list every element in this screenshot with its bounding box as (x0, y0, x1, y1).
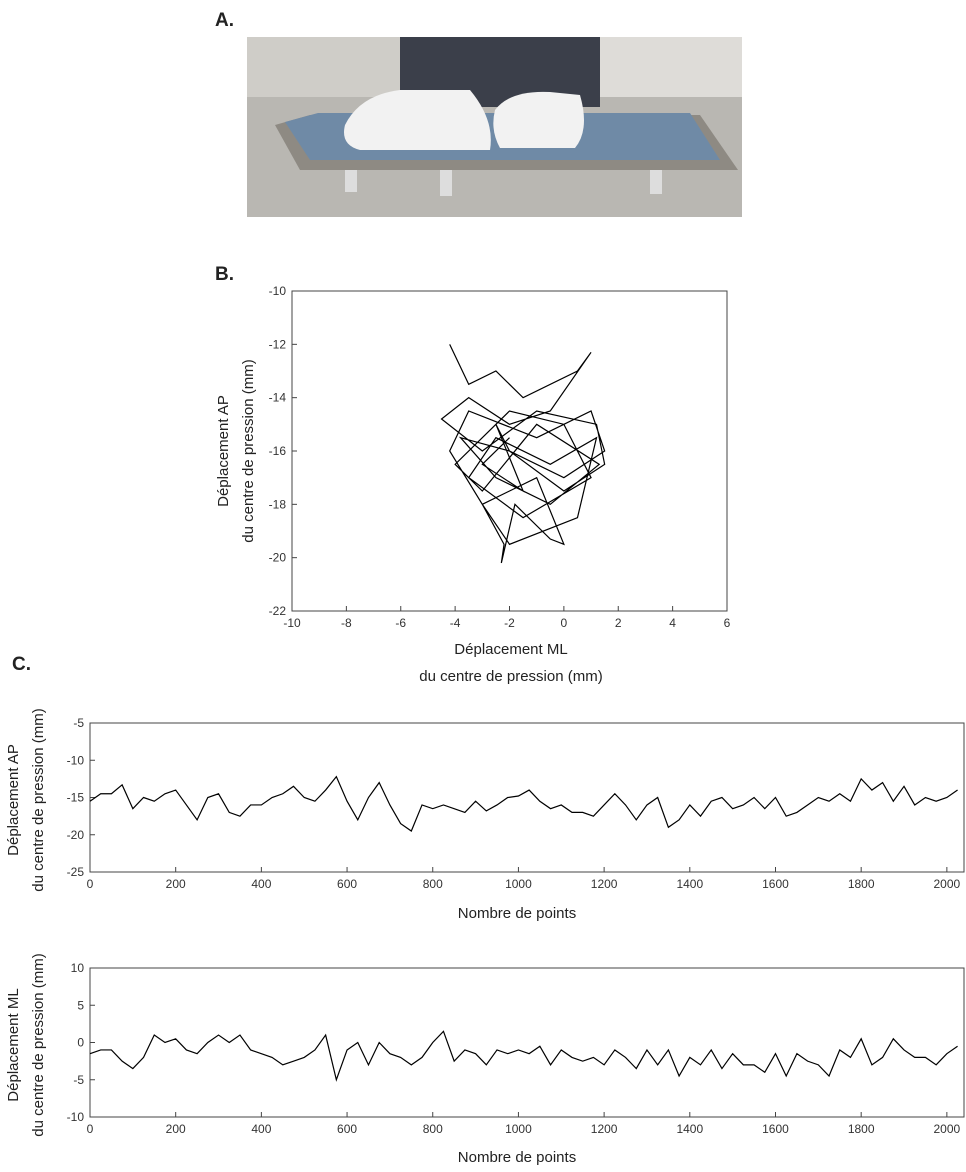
y-axis-label: du centre de pression (mm) (240, 359, 257, 542)
y-axis-label: Déplacement ML (5, 988, 22, 1101)
x-tick-label: -6 (395, 616, 406, 630)
x-axis-label: Nombre de points (458, 1149, 576, 1166)
x-tick-label: 2000 (934, 1122, 961, 1136)
x-tick-label: 1400 (676, 1122, 703, 1136)
y-tick-label: -10 (67, 753, 85, 767)
y-tick-label: 5 (77, 998, 84, 1012)
plot-frame (89, 967, 965, 1118)
x-tick-label: 1400 (676, 877, 703, 891)
y-axis-label: du centre de pression (mm) (30, 708, 47, 891)
x-tick-label: -8 (341, 616, 352, 630)
x-tick-label: 1800 (848, 1122, 875, 1136)
y-tick-label: -10 (67, 1110, 85, 1124)
data-line (89, 1030, 958, 1082)
x-tick-label: 400 (251, 1122, 271, 1136)
x-tick-label: -10 (283, 616, 301, 630)
data-line (440, 344, 606, 564)
x-tick-label: 400 (251, 877, 271, 891)
y-tick-label: -20 (67, 828, 85, 842)
x-tick-label: 0 (87, 1122, 94, 1136)
x-tick-label: 800 (423, 1122, 443, 1136)
y-axis-label: Déplacement AP (215, 395, 232, 507)
x-tick-label: 2000 (934, 877, 961, 891)
x-tick-label: 1000 (505, 1122, 532, 1136)
x-tick-label: 600 (337, 877, 357, 891)
x-tick-label: 1200 (591, 1122, 618, 1136)
y-tick-label: 0 (77, 1036, 84, 1050)
y-tick-label: 10 (71, 961, 85, 975)
plot-frame (291, 290, 728, 612)
y-tick-label: -22 (269, 604, 287, 618)
y-tick-label: -5 (73, 716, 84, 730)
y-axis-label: Déplacement AP (5, 744, 22, 856)
x-tick-label: 1600 (762, 877, 789, 891)
y-tick-label: -18 (269, 497, 287, 511)
x-axis-label: du centre de pression (mm) (419, 668, 602, 685)
x-tick-label: 200 (166, 877, 186, 891)
y-tick-label: -20 (269, 551, 287, 565)
x-tick-label: 1200 (591, 877, 618, 891)
x-tick-label: 4 (669, 616, 676, 630)
x-axis-label: Nombre de points (458, 905, 576, 922)
panel-label: A. (215, 10, 234, 31)
panel-label: C. (12, 654, 31, 675)
x-tick-label: 1800 (848, 877, 875, 891)
x-tick-label: 0 (87, 877, 94, 891)
y-tick-label: -10 (269, 284, 287, 298)
data-line (89, 775, 958, 832)
x-tick-label: -4 (450, 616, 461, 630)
y-tick-label: -5 (73, 1073, 84, 1087)
y-tick-label: -15 (67, 791, 85, 805)
x-tick-label: 600 (337, 1122, 357, 1136)
panel-label: B. (215, 264, 234, 285)
y-tick-label: -14 (269, 391, 287, 405)
photo (247, 37, 742, 217)
y-tick-label: -16 (269, 444, 287, 458)
x-tick-label: 1000 (505, 877, 532, 891)
x-tick-label: 6 (724, 616, 731, 630)
x-tick-label: 800 (423, 877, 443, 891)
y-axis-label: du centre de pression (mm) (30, 953, 47, 1136)
x-tick-label: 1600 (762, 1122, 789, 1136)
plot-frame (89, 722, 965, 873)
x-tick-label: 200 (166, 1122, 186, 1136)
x-axis-label: Déplacement ML (454, 641, 567, 658)
y-tick-label: -12 (269, 337, 287, 351)
y-tick-label: -25 (67, 865, 85, 879)
x-tick-label: 0 (561, 616, 568, 630)
x-tick-label: 2 (615, 616, 622, 630)
x-tick-label: -2 (504, 616, 515, 630)
